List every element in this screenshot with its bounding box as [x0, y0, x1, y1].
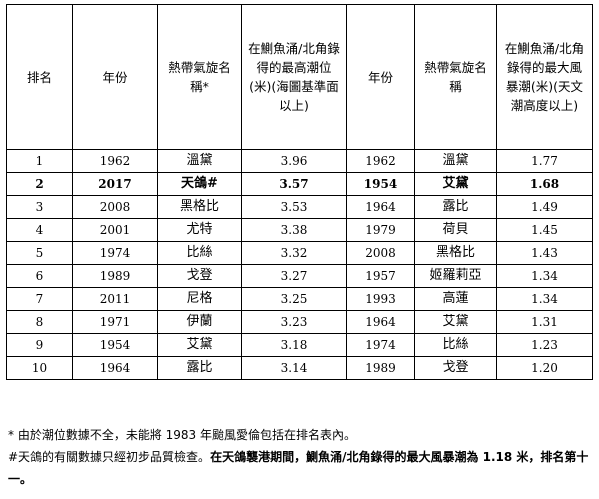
cell-tide: 3.14 — [241, 356, 347, 380]
cell-surge: 1.43 — [496, 241, 593, 265]
cell-rank: 5 — [6, 241, 73, 265]
table-row: 7 2011 尼格 3.25 1993 高蓮 1.34 — [6, 287, 593, 311]
cell-year2: 1974 — [346, 333, 415, 357]
cell-year2: 1964 — [346, 195, 415, 219]
cell-year2: 1954 — [346, 172, 415, 196]
cell-year1: 1954 — [72, 333, 158, 357]
ranking-table: 排名 年份 熱帶氣旋名稱* 在鰂魚涌/北角錄得的最高潮位(米)(海圖基準面以上)… — [6, 4, 593, 380]
cell-year2: 1979 — [346, 218, 415, 242]
cell-rank: 8 — [6, 310, 73, 334]
header-max-tide: 在鰂魚涌/北角錄得的最高潮位(米)(海圖基準面以上) — [241, 4, 347, 150]
cell-tide: 3.25 — [241, 287, 347, 311]
table-row: 1 1962 溫黛 3.96 1962 溫黛 1.77 — [6, 149, 593, 173]
header-year-surge: 年份 — [346, 4, 415, 150]
cell-surge: 1.20 — [496, 356, 593, 380]
table-row: 2 2017 天鴿# 3.57 1954 艾黛 1.68 — [6, 172, 593, 196]
cell-year1: 1974 — [72, 241, 158, 265]
cell-name1: 黑格比 — [157, 195, 242, 219]
table-row: 4 2001 尤特 3.38 1979 荷貝 1.45 — [6, 218, 593, 242]
cell-year1: 1964 — [72, 356, 158, 380]
table-row: 6 1989 戈登 3.27 1957 姬羅莉亞 1.34 — [6, 264, 593, 288]
cell-tide: 3.23 — [241, 310, 347, 334]
cell-year1: 2008 — [72, 195, 158, 219]
cell-name1: 天鴿# — [157, 172, 242, 196]
cell-year2: 1957 — [346, 264, 415, 288]
cell-year2: 1989 — [346, 356, 415, 380]
header-max-surge: 在鰂魚涌/北角錄得的最大風暴潮(米)(天文潮高度以上) — [496, 4, 593, 150]
cell-tide: 3.38 — [241, 218, 347, 242]
footnote-hash: #天鴿的有關數據只經初步品質檢查。在天鴿襲港期間，鰂魚涌/北角錄得的最大風暴潮為… — [8, 446, 593, 490]
cell-year1: 1989 — [72, 264, 158, 288]
cell-year1: 1962 — [72, 149, 158, 173]
footnote-asterisk: * 由於潮位數據不全，未能將 1983 年颱風愛倫包括在排名表內。 — [8, 428, 356, 442]
cell-name2: 黑格比 — [414, 241, 497, 265]
cell-tide: 3.96 — [241, 149, 347, 173]
table-header-row: 排名 年份 熱帶氣旋名稱* 在鰂魚涌/北角錄得的最高潮位(米)(海圖基準面以上)… — [6, 4, 593, 150]
cell-name1: 戈登 — [157, 264, 242, 288]
cell-name2: 艾黛 — [414, 310, 497, 334]
cell-name2: 艾黛 — [414, 172, 497, 196]
cell-name2: 戈登 — [414, 356, 497, 380]
cell-tide: 3.32 — [241, 241, 347, 265]
table-row: 5 1974 比絲 3.32 2008 黑格比 1.43 — [6, 241, 593, 265]
cell-tide: 3.53 — [241, 195, 347, 219]
cell-tide: 3.27 — [241, 264, 347, 288]
cell-rank: 7 — [6, 287, 73, 311]
footnote-hash-plain: #天鴿的有關數據只經初步品質檢查。 — [8, 450, 211, 464]
cell-year1: 2017 — [72, 172, 158, 196]
cell-name2: 姬羅莉亞 — [414, 264, 497, 288]
cell-rank: 4 — [6, 218, 73, 242]
footnotes: * 由於潮位數據不全，未能將 1983 年颱風愛倫包括在排名表內。 #天鴿的有關… — [8, 424, 593, 490]
header-cyclone-name-surge: 熱帶氣旋名稱 — [414, 4, 497, 150]
cell-surge: 1.23 — [496, 333, 593, 357]
cell-name2: 比絲 — [414, 333, 497, 357]
cell-rank: 3 — [6, 195, 73, 219]
cell-name1: 溫黛 — [157, 149, 242, 173]
header-year-tide: 年份 — [72, 4, 158, 150]
cell-rank: 1 — [6, 149, 73, 173]
cell-surge: 1.77 — [496, 149, 593, 173]
cell-name1: 艾黛 — [157, 333, 242, 357]
cell-name2: 荷貝 — [414, 218, 497, 242]
cell-year1: 2001 — [72, 218, 158, 242]
cell-surge: 1.31 — [496, 310, 593, 334]
cell-surge: 1.34 — [496, 287, 593, 311]
cell-name1: 伊蘭 — [157, 310, 242, 334]
cell-name2: 溫黛 — [414, 149, 497, 173]
cell-name1: 比絲 — [157, 241, 242, 265]
cell-rank: 6 — [6, 264, 73, 288]
cell-year2: 2008 — [346, 241, 415, 265]
cell-name1: 尼格 — [157, 287, 242, 311]
table-row: 9 1954 艾黛 3.18 1974 比絲 1.23 — [6, 333, 593, 357]
header-cyclone-name-tide: 熱帶氣旋名稱* — [157, 4, 242, 150]
footnote-hash-bold: 在天鴿襲港期間，鰂魚涌/北角錄得的最大風暴潮為 1.18 米，排名第十一。 — [8, 450, 589, 486]
cell-rank: 9 — [6, 333, 73, 357]
cell-year1: 2011 — [72, 287, 158, 311]
cell-surge: 1.45 — [496, 218, 593, 242]
cell-name2: 高蓮 — [414, 287, 497, 311]
cell-year2: 1964 — [346, 310, 415, 334]
cell-surge: 1.49 — [496, 195, 593, 219]
cell-tide: 3.18 — [241, 333, 347, 357]
table-row: 8 1971 伊蘭 3.23 1964 艾黛 1.31 — [6, 310, 593, 334]
cell-tide: 3.57 — [241, 172, 347, 196]
cell-year2: 1962 — [346, 149, 415, 173]
cell-name2: 露比 — [414, 195, 497, 219]
cell-surge: 1.68 — [496, 172, 593, 196]
cell-year2: 1993 — [346, 287, 415, 311]
cell-surge: 1.34 — [496, 264, 593, 288]
cell-name1: 露比 — [157, 356, 242, 380]
cell-year1: 1971 — [72, 310, 158, 334]
header-rank: 排名 — [6, 4, 73, 150]
cell-rank: 10 — [6, 356, 73, 380]
table-row: 3 2008 黑格比 3.53 1964 露比 1.49 — [6, 195, 593, 219]
table-row: 10 1964 露比 3.14 1989 戈登 1.20 — [6, 356, 593, 380]
cell-rank: 2 — [6, 172, 73, 196]
cell-name1: 尤特 — [157, 218, 242, 242]
